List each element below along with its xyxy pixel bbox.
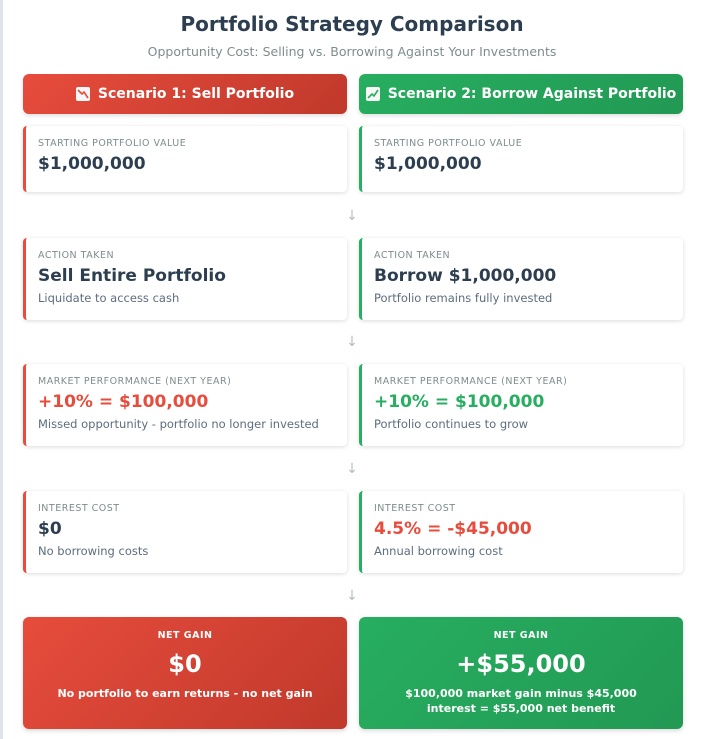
scenario1-column: Scenario 1: Sell Portfolio Starting Port… [23,74,347,729]
result-value: +$55,000 [456,650,586,678]
scenario2-title: Scenario 2: Borrow Against Portfolio [387,86,677,102]
card-value: +10% = $100,000 [38,392,209,412]
scenario2-starting-value-card: Starting Portfolio Value $1,000,000 [359,126,683,192]
page-subtitle: Opportunity Cost: Selling vs. Borrowing … [147,44,557,59]
result-value: $0 [168,650,202,678]
card-label: Market Performance (Next Year) [38,376,232,387]
card-value: +10% = $100,000 [374,392,545,412]
card-description: Portfolio remains fully invested [374,291,553,305]
scenario1-net-gain-box: NET GAIN $0 No portfolio to earn returns… [23,617,347,729]
card-label: Starting Portfolio Value [38,138,187,149]
scenario2-action-card: Action Taken Borrow $1,000,000 Portfolio… [359,238,683,320]
flow-arrow-3: ↓ [346,461,358,477]
flow-arrow-1: ↓ [346,208,358,224]
scenario2-net-gain-box: NET GAIN +$55,000 $100,000 market gain m… [359,617,683,729]
card-label: Action Taken [374,250,451,261]
card-value: Sell Entire Portfolio [38,266,226,286]
scenario1-action-card: Action Taken Sell Entire Portfolio Liqui… [23,238,347,320]
result-description: $100,000 market gain minus $45,000 inter… [405,687,637,715]
flow-arrow-2: ↓ [346,334,358,350]
scenario1-interest-card: Interest Cost $0 No borrowing costs [23,491,347,573]
card-description: No borrowing costs [38,544,149,558]
scenario2-column: Scenario 2: Borrow Against Portfolio Sta… [359,74,683,729]
card-label: Market Performance (Next Year) [374,376,568,387]
card-value: Borrow $1,000,000 [374,266,557,286]
flow-arrow-4: ↓ [346,588,358,604]
page-left-rule [0,0,3,739]
card-description: Annual borrowing cost [374,544,503,558]
result-label: NET GAIN [157,630,213,641]
chart-increasing-icon [365,87,380,101]
scenario1-header: Scenario 1: Sell Portfolio [23,74,347,114]
card-description: Missed opportunity - portfolio no longer… [38,417,319,431]
card-value: $0 [38,519,62,539]
scenario1-market-card: Market Performance (Next Year) +10% = $1… [23,364,347,446]
result-description: No portfolio to earn returns - no net ga… [57,687,313,700]
card-label: Starting Portfolio Value [374,138,523,149]
scenario1-title: Scenario 1: Sell Portfolio [97,86,295,102]
card-label: Interest Cost [374,503,456,514]
card-description: Liquidate to access cash [38,291,180,305]
card-label: Action Taken [38,250,115,261]
scenario2-interest-card: Interest Cost 4.5% = -$45,000 Annual bor… [359,491,683,573]
scenario2-market-card: Market Performance (Next Year) +10% = $1… [359,364,683,446]
chart-decreasing-icon [75,87,90,101]
card-value: $1,000,000 [374,154,482,174]
page-title: Portfolio Strategy Comparison [180,12,524,36]
scenario2-header: Scenario 2: Borrow Against Portfolio [359,74,683,114]
result-label: NET GAIN [493,630,549,641]
card-label: Interest Cost [38,503,120,514]
scenario1-starting-value-card: Starting Portfolio Value $1,000,000 [23,126,347,192]
card-description: Portfolio continues to grow [374,417,529,431]
card-value: $1,000,000 [38,154,146,174]
card-value: 4.5% = -$45,000 [374,519,532,539]
